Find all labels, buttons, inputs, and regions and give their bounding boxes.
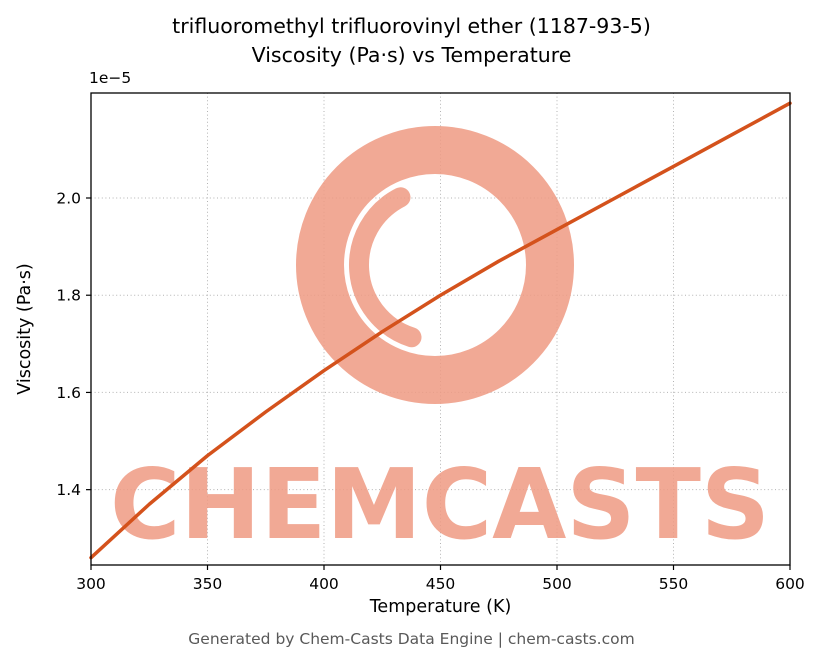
x-tick-label: 600 — [775, 575, 805, 593]
chart-title-line2: Viscosity (Pa·s) vs Temperature — [251, 43, 572, 67]
watermark-text: CHEMCASTS — [110, 448, 770, 561]
y-tick-label: 1.6 — [56, 384, 81, 402]
x-tick-label: 400 — [309, 575, 339, 593]
watermark-ring-logo — [296, 126, 574, 404]
y-axis-offset-label: 1e−5 — [89, 69, 132, 87]
y-tick-label: 2.0 — [56, 189, 81, 207]
y-tick-label: 1.4 — [56, 481, 81, 499]
footer-text: Generated by Chem-Casts Data Engine | ch… — [188, 630, 635, 648]
x-tick-label: 350 — [193, 575, 223, 593]
x-tick-label: 300 — [76, 575, 106, 593]
x-axis-label: Temperature (K) — [369, 597, 512, 617]
chart-title: trifluoromethyl trifluorovinyl ether (11… — [0, 12, 823, 70]
viscosity-curve — [89, 101, 792, 560]
x-tick-label: 500 — [542, 575, 572, 593]
x-tick-label: 450 — [426, 575, 456, 593]
y-tick-label: 1.8 — [56, 287, 81, 305]
x-tick-label: 550 — [659, 575, 689, 593]
chart-title-line1: trifluoromethyl trifluorovinyl ether (11… — [172, 14, 651, 38]
